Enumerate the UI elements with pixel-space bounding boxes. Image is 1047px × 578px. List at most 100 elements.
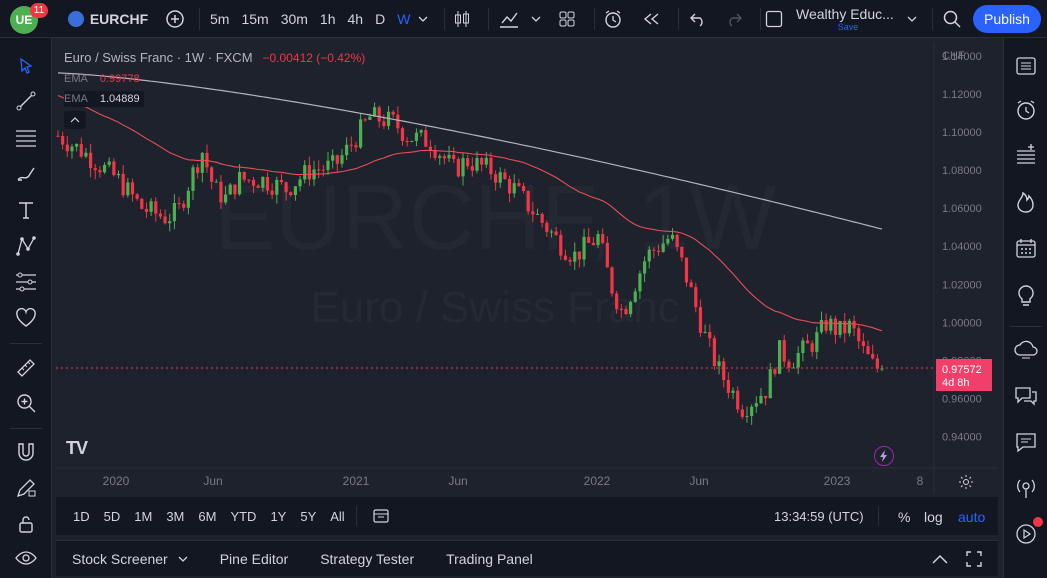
- clock[interactable]: 13:34:59 (UTC): [774, 509, 864, 524]
- interval-5m[interactable]: 5m: [210, 11, 230, 27]
- candle-body: [363, 119, 367, 121]
- range-ytd[interactable]: YTD: [230, 508, 257, 524]
- candle-body: [400, 128, 405, 141]
- templates-button[interactable]: [554, 0, 580, 38]
- ideas-button[interactable]: [1010, 280, 1042, 312]
- chart-pane[interactable]: EURCHF, 1W Euro / Swiss Franc 1.14000 1.1…: [56, 44, 998, 494]
- flame-icon: [1017, 191, 1034, 213]
- tab-trading-panel[interactable]: Trading Panel: [446, 550, 533, 567]
- layout-dropdown[interactable]: [904, 0, 920, 38]
- watchlist-button[interactable]: [1010, 50, 1042, 82]
- goto-date-button[interactable]: [372, 507, 392, 525]
- tradingview-logo[interactable]: TV: [66, 438, 88, 458]
- indicators-button[interactable]: [496, 0, 522, 38]
- hide-drawings-tool[interactable]: [10, 542, 42, 574]
- text-tool[interactable]: [10, 194, 42, 226]
- candle-body: [358, 119, 363, 148]
- compare-add-button[interactable]: [162, 0, 188, 38]
- maximize-panel-button[interactable]: [964, 549, 984, 569]
- price-chart[interactable]: EURCHF, 1W Euro / Swiss Franc 1.140001.1…: [56, 44, 998, 494]
- collapse-legend-button[interactable]: [64, 111, 86, 129]
- interval-4h[interactable]: 4h: [347, 11, 364, 27]
- object-tree-button[interactable]: [1010, 138, 1042, 170]
- layout-name-button[interactable]: Wealthy Educ... Save: [796, 6, 900, 34]
- fib-tool[interactable]: [10, 122, 42, 154]
- candle-body: [596, 234, 600, 246]
- expand-panel-button[interactable]: [930, 549, 950, 569]
- stay-drawing-tool[interactable]: [10, 472, 42, 504]
- help-button[interactable]: [1010, 518, 1042, 550]
- tab-strategy-tester[interactable]: Strategy Tester: [320, 550, 415, 567]
- range-5y[interactable]: 5Y: [300, 508, 317, 524]
- interval-dropdown[interactable]: [414, 0, 432, 38]
- cursor-tool[interactable]: [10, 50, 42, 82]
- candle-body: [484, 157, 488, 165]
- layout-checkbox[interactable]: [762, 0, 786, 38]
- minds-button[interactable]: [1010, 426, 1042, 458]
- chart-settings-button[interactable]: [956, 472, 976, 492]
- auto-toggle[interactable]: auto: [958, 509, 986, 525]
- magnet-tool[interactable]: [10, 436, 42, 468]
- redo-button[interactable]: [722, 0, 746, 38]
- candle-body: [168, 221, 172, 224]
- interval-30m[interactable]: 30m: [280, 11, 308, 27]
- candle-body: [233, 184, 237, 195]
- candle-body: [521, 186, 526, 192]
- range-5d[interactable]: 5D: [103, 508, 121, 524]
- candle-body: [796, 353, 800, 368]
- icons-tool[interactable]: [10, 302, 42, 334]
- candle-body: [573, 251, 577, 262]
- interval-w[interactable]: W: [397, 11, 411, 27]
- hotlists-button[interactable]: [1010, 186, 1042, 218]
- tab-stock-screener[interactable]: Stock Screener: [56, 551, 204, 567]
- percent-toggle[interactable]: %: [898, 509, 911, 525]
- heart-icon: [16, 308, 36, 327]
- interval-15m[interactable]: 15m: [241, 11, 269, 27]
- replay-button[interactable]: [638, 0, 664, 38]
- chart-legend: Euro / Swiss Franc · 1W · FXCM −0.00412 (…: [64, 50, 365, 129]
- chats-button[interactable]: [1010, 380, 1042, 412]
- cursor-arrow-icon: [20, 57, 33, 74]
- alert-button[interactable]: [600, 0, 626, 38]
- indicators-dropdown[interactable]: [528, 0, 544, 38]
- range-3m[interactable]: 3M: [166, 508, 185, 524]
- candle-body: [391, 111, 395, 115]
- candle-body: [698, 307, 703, 333]
- range-1d[interactable]: 1D: [73, 508, 90, 524]
- alerts-button[interactable]: [1010, 94, 1042, 126]
- symbol-description[interactable]: Euro / Swiss Franc · 1W · FXCM: [64, 50, 253, 65]
- measure-tool[interactable]: [10, 352, 42, 384]
- candle-body: [70, 146, 74, 152]
- ema-fast-legend[interactable]: EMA 0.99778: [64, 71, 365, 87]
- candle-body: [107, 161, 111, 165]
- notifications-button[interactable]: [1010, 472, 1042, 504]
- chart-type-button[interactable]: [450, 0, 474, 38]
- range-all[interactable]: All: [330, 508, 345, 524]
- prediction-tool[interactable]: [10, 266, 42, 298]
- interval-1h[interactable]: 1h: [319, 11, 336, 27]
- event-marker[interactable]: [874, 446, 894, 466]
- publish-button[interactable]: Publish: [973, 5, 1041, 33]
- range-6m[interactable]: 6M: [198, 508, 217, 524]
- streams-button[interactable]: [1010, 334, 1042, 366]
- brush-tool[interactable]: [10, 158, 42, 190]
- range-1m[interactable]: 1M: [134, 508, 153, 524]
- lock-drawings-tool[interactable]: [10, 508, 42, 540]
- tab-pine-editor[interactable]: Pine Editor: [219, 550, 289, 567]
- log-toggle[interactable]: log: [924, 509, 943, 525]
- candles-icon: [455, 10, 469, 27]
- interval-d[interactable]: D: [375, 11, 386, 27]
- candle-body: [736, 390, 740, 410]
- symbol-search[interactable]: EURCHF: [64, 0, 152, 38]
- range-1y[interactable]: 1Y: [270, 508, 287, 524]
- search-button[interactable]: [938, 0, 966, 38]
- calendar-button[interactable]: [1010, 232, 1042, 264]
- zoom-tool[interactable]: [10, 387, 42, 419]
- notification-badge: 11: [30, 3, 48, 18]
- pattern-tool[interactable]: [10, 230, 42, 262]
- ema-slow-legend[interactable]: EMA 1.04889: [64, 91, 144, 107]
- candle-body: [475, 158, 479, 171]
- trend-line-tool[interactable]: [10, 85, 42, 117]
- candle-body: [265, 176, 270, 191]
- undo-button[interactable]: [686, 0, 710, 38]
